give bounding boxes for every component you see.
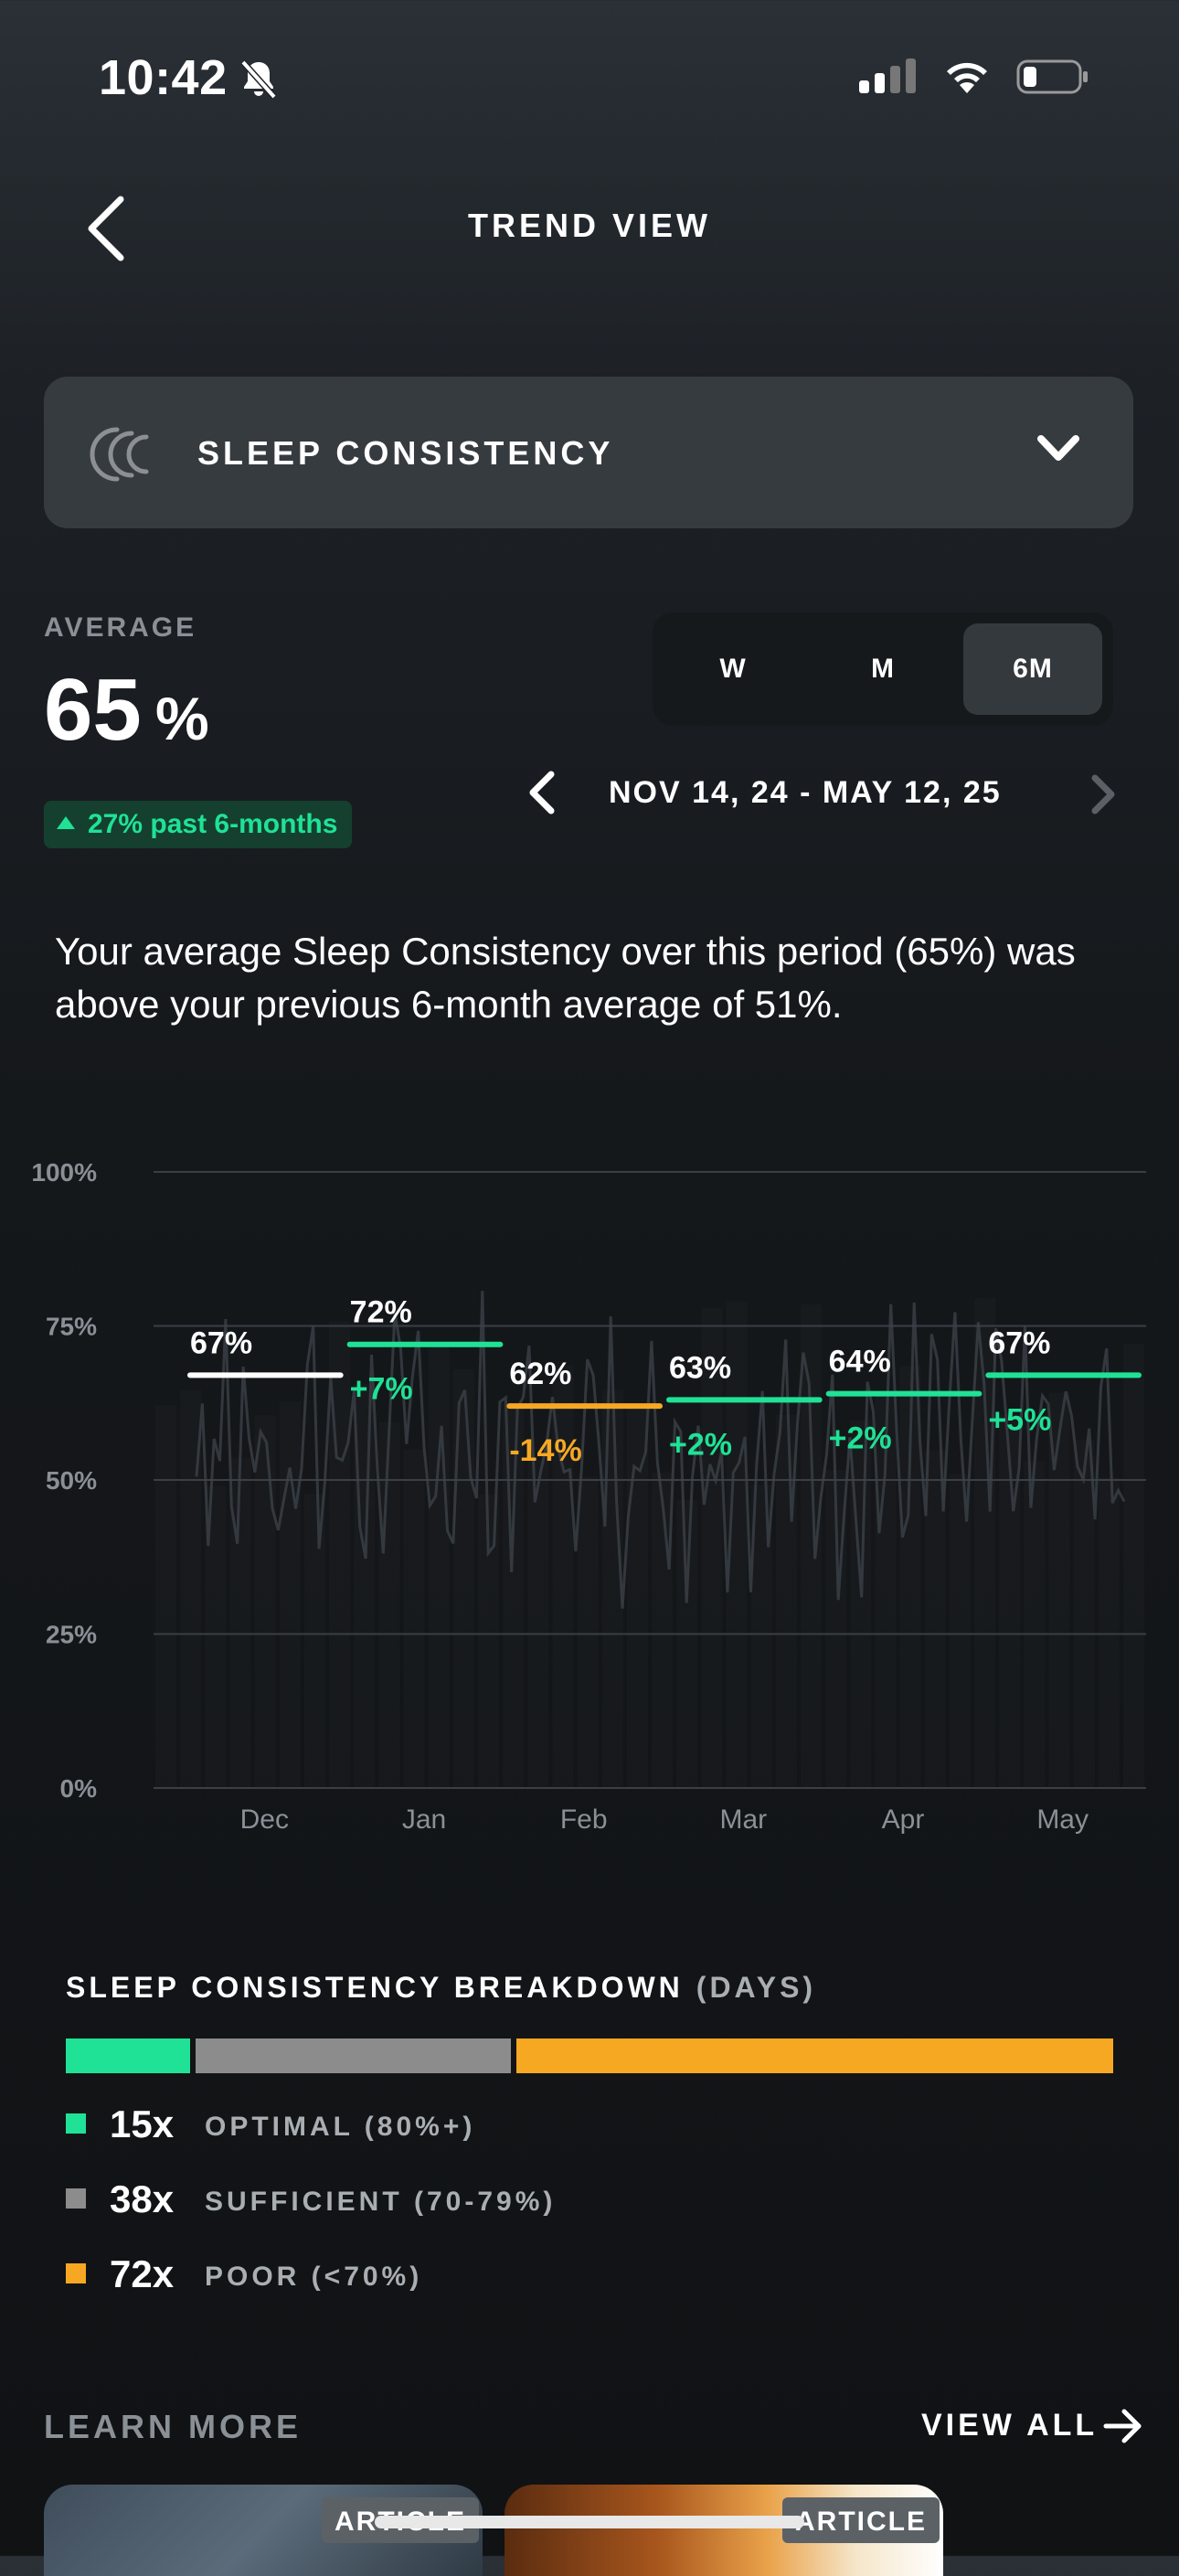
average-value: 65 bbox=[44, 661, 142, 759]
y-tick-label: 75% bbox=[46, 1313, 97, 1341]
background-day-bar bbox=[652, 1473, 673, 1788]
daily-consistency-line bbox=[195, 1291, 1126, 1609]
monthly-average-label: 63% bbox=[669, 1350, 731, 1385]
breakdown-segment bbox=[515, 2038, 1113, 2073]
background-day-bar bbox=[404, 1450, 425, 1788]
page-title: TREND VIEW bbox=[467, 207, 711, 244]
previous-period-chevron-icon[interactable] bbox=[526, 770, 557, 815]
x-tick-label: May bbox=[1036, 1804, 1089, 1835]
monthly-average-label: 67% bbox=[190, 1325, 252, 1360]
optimal-label: OPTIMAL (80%+) bbox=[205, 2112, 476, 2142]
summary-text: Your average Sleep Consistency over this… bbox=[55, 930, 1076, 1026]
background-day-bar bbox=[974, 1298, 995, 1788]
background-day-bar bbox=[155, 1405, 176, 1788]
background-day-bar bbox=[627, 1406, 648, 1788]
monthly-average-label: 64% bbox=[829, 1345, 891, 1379]
background-day-bar bbox=[280, 1401, 301, 1788]
metric-selector-label: SLEEP CONSISTENCY bbox=[197, 434, 614, 472]
tab-month[interactable]: M bbox=[871, 654, 895, 684]
background-day-bar bbox=[378, 1422, 399, 1788]
poor-label: POOR (<70%) bbox=[205, 2262, 423, 2292]
x-tick-label: Jan bbox=[402, 1804, 446, 1835]
date-range: NOV 14, 24 - MAY 12, 25 bbox=[609, 775, 1002, 810]
breakdown-segment bbox=[196, 2038, 511, 2073]
background-day-bar bbox=[676, 1500, 697, 1788]
average-label: AVERAGE bbox=[44, 612, 197, 643]
sleep-consistency-icon bbox=[90, 427, 149, 482]
sufficient-legend-swatch bbox=[66, 2188, 86, 2209]
background-day-bar bbox=[801, 1304, 822, 1788]
status-time: 10:42 bbox=[99, 50, 228, 105]
x-tick-label: Dec bbox=[240, 1804, 289, 1835]
monthly-average-label: 72% bbox=[350, 1295, 412, 1330]
y-tick-label: 100% bbox=[31, 1158, 97, 1187]
sufficient-label: SUFFICIENT (70-79%) bbox=[205, 2187, 557, 2217]
breakdown-title-text: SLEEP CONSISTENCY BREAKDOWN bbox=[66, 1971, 684, 2004]
background-day-bar bbox=[1099, 1477, 1120, 1788]
poor-count: 72x bbox=[110, 2252, 175, 2295]
monthly-change-label: +7% bbox=[350, 1372, 413, 1407]
sleep-consistency-chart: 100% 75% 50% 25% 0% Dec Jan Feb Mar Apr May 67% 72… bbox=[31, 1158, 1146, 1835]
x-tick-label: Apr bbox=[882, 1804, 925, 1835]
arrow-right-icon[interactable] bbox=[1102, 2406, 1144, 2446]
battery-icon bbox=[1016, 59, 1088, 94]
background-day-bar bbox=[255, 1415, 276, 1788]
optimal-count: 15x bbox=[110, 2102, 175, 2145]
x-tick-label: Feb bbox=[560, 1804, 608, 1835]
background-day-bar bbox=[527, 1460, 548, 1788]
background-day-bar bbox=[453, 1369, 474, 1788]
breakdown-bar bbox=[66, 2038, 1113, 2073]
average-unit: % bbox=[155, 685, 209, 752]
article-card-1[interactable]: ARTICLE bbox=[44, 2485, 483, 2576]
background-day-bar bbox=[1024, 1461, 1045, 1788]
metric-selector-dropdown[interactable]: SLEEP CONSISTENCY bbox=[44, 377, 1133, 528]
background-day-bar bbox=[429, 1342, 450, 1788]
home-indicator[interactable] bbox=[375, 2516, 804, 2528]
period-segmented-control: W M 6M bbox=[653, 612, 1113, 726]
breakdown-title: SLEEP CONSISTENCY BREAKDOWN (DAYS) bbox=[66, 1971, 816, 2005]
learn-more-title: LEARN MORE bbox=[44, 2408, 302, 2445]
tab-six-months[interactable]: 6M bbox=[963, 623, 1102, 715]
poor-legend-swatch bbox=[66, 2263, 86, 2283]
cellular-signal-icon bbox=[859, 59, 921, 93]
background-day-bar bbox=[1123, 1344, 1144, 1788]
monthly-change-label: +2% bbox=[669, 1427, 732, 1462]
background-day-bar bbox=[578, 1476, 599, 1788]
monthly-change-label: -14% bbox=[509, 1433, 581, 1468]
next-period-chevron-icon[interactable] bbox=[1089, 773, 1117, 815]
sufficient-count: 38x bbox=[110, 2177, 175, 2220]
average-delta-text: 27% past 6-months bbox=[88, 809, 338, 839]
background-day-bar bbox=[304, 1494, 325, 1788]
view-all-link[interactable]: VIEW ALL bbox=[921, 2408, 1099, 2443]
article-tag: ARTICLE bbox=[782, 2497, 940, 2543]
breakdown-subtitle: (DAYS) bbox=[696, 1971, 817, 2004]
back-chevron-icon[interactable] bbox=[84, 194, 128, 263]
bell-muted-icon bbox=[240, 59, 277, 100]
article-card-2[interactable]: ARTICLE bbox=[505, 2485, 943, 2576]
y-tick-label: 25% bbox=[46, 1621, 97, 1649]
up-triangle-icon bbox=[57, 816, 75, 830]
optimal-legend-swatch bbox=[66, 2113, 86, 2134]
breakdown-segment bbox=[66, 2038, 191, 2073]
monthly-change-label: +5% bbox=[988, 1402, 1051, 1437]
monthly-change-label: +2% bbox=[829, 1421, 892, 1456]
background-day-bar bbox=[1074, 1440, 1095, 1788]
y-tick-label: 0% bbox=[60, 1774, 98, 1803]
monthly-average-label: 67% bbox=[988, 1325, 1050, 1360]
monthly-average-label: 62% bbox=[509, 1357, 571, 1391]
y-tick-label: 50% bbox=[46, 1466, 97, 1495]
tab-week[interactable]: W bbox=[719, 654, 747, 684]
chevron-down-icon bbox=[1037, 435, 1079, 461]
wifi-icon bbox=[947, 62, 987, 93]
average-delta-badge: 27% past 6-months bbox=[44, 801, 353, 848]
x-tick-label: Mar bbox=[719, 1804, 767, 1835]
